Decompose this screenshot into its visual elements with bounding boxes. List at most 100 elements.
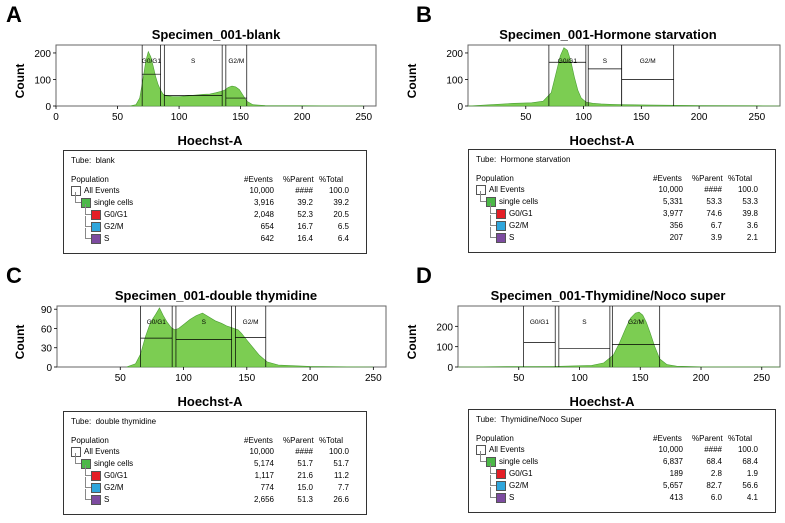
events-cell: 207 — [669, 233, 683, 242]
events-cell: 5,174 — [253, 459, 274, 468]
x-tick-label: 150 — [232, 112, 249, 123]
population-color-swatch — [496, 209, 506, 219]
gate-label: S — [582, 319, 587, 326]
statistics-table: Tube: Thymidine/Noco Super Population #Eve… — [468, 409, 776, 513]
population-name: G0/G1 — [104, 471, 128, 480]
total-percent-cell: 56.6 — [742, 481, 758, 490]
panel-c: C Specimen_001-double thymidine G0/G1 S G2… — [0, 261, 392, 522]
column-header: #Events — [653, 174, 682, 183]
events-cell: 10,000 — [249, 447, 274, 456]
x-axis-label: Hoechst-A — [177, 394, 243, 409]
total-percent-cell: 51.7 — [333, 459, 349, 468]
population-color-swatch — [476, 185, 486, 195]
x-tick-label: 150 — [632, 373, 649, 384]
events-cell: 413 — [669, 493, 683, 502]
x-tick-label: 250 — [753, 373, 770, 384]
population-name: All Events — [489, 185, 525, 194]
population-name: G2/M — [104, 483, 124, 492]
column-header: %Total — [319, 175, 344, 184]
total-percent-cell: 6.4 — [337, 234, 349, 243]
population-color-swatch — [91, 234, 101, 244]
column-header: %Parent — [283, 175, 314, 184]
tube-name: Tube: double thymidine — [71, 417, 157, 426]
events-cell: 642 — [260, 234, 274, 243]
tree-connector — [75, 453, 81, 464]
tree-connector — [85, 489, 91, 500]
population-color-swatch — [496, 469, 506, 479]
y-tick-label: 200 — [34, 49, 51, 60]
table-row: G0/G1 189 2.8 1.9 — [469, 463, 775, 480]
gate-label: S — [191, 58, 196, 65]
gate-label: G0/G1 — [142, 58, 162, 65]
x-tick-label: 50 — [115, 373, 127, 384]
y-tick-label: 30 — [41, 344, 53, 355]
histogram-area — [467, 47, 781, 107]
table-row: All Events 10,000 #### 100.0 — [64, 186, 366, 197]
population-color-swatch — [91, 471, 101, 481]
total-percent-cell: 100.0 — [737, 185, 758, 194]
column-header: %Total — [319, 436, 344, 445]
population-color-swatch — [91, 210, 101, 220]
population-color-swatch — [496, 221, 506, 231]
panel-label: C — [6, 263, 22, 288]
total-percent-cell: 2.1 — [746, 233, 758, 242]
table-row: G0/G1 3,977 74.6 39.8 — [469, 203, 775, 220]
x-tick-label: 50 — [520, 112, 532, 123]
population-color-swatch — [91, 483, 101, 493]
events-cell: 10,000 — [249, 186, 274, 195]
parent-percent-cell: 51.3 — [297, 495, 313, 504]
chart-title: Specimen_001-blank — [151, 27, 281, 42]
x-tick-label: 200 — [691, 112, 708, 123]
events-cell: 2,656 — [253, 495, 274, 504]
y-tick-label: 0 — [46, 363, 52, 374]
population-name: G0/G1 — [509, 469, 533, 478]
column-header: Population — [71, 436, 109, 445]
histogram-plot: G0/G1 S G2/M 0 100 200 50 100 150 200 250 — [446, 44, 781, 123]
parent-percent-cell: 15.0 — [297, 483, 313, 492]
parent-percent-cell: 68.4 — [706, 457, 722, 466]
total-percent-cell: 100.0 — [328, 186, 349, 195]
gate-label: G0/G1 — [530, 319, 550, 326]
parent-percent-cell: 39.2 — [297, 198, 313, 207]
tree-connector — [85, 228, 91, 239]
table-row: S 413 6.0 4.1 — [469, 487, 775, 504]
histogram-plot: G0/G1 S G2/M 0 100 200 0 50 100 150 200 250 — [34, 44, 377, 123]
population-name: G0/G1 — [104, 210, 128, 219]
table-row: single cells 6,837 68.4 68.4 — [469, 451, 775, 468]
total-percent-cell: 39.8 — [742, 209, 758, 218]
total-percent-cell: 1.9 — [746, 469, 758, 478]
table-header: Population #Events %Parent %Total — [469, 174, 775, 184]
events-cell: 6,837 — [662, 457, 683, 466]
table-row: G0/G1 2,048 52.3 20.5 — [64, 204, 366, 221]
y-tick-label: 0 — [457, 102, 463, 113]
table-header: Population #Events %Parent %Total — [64, 436, 366, 446]
parent-percent-cell: #### — [295, 186, 313, 195]
parent-percent-cell: 16.4 — [297, 234, 313, 243]
events-cell: 356 — [669, 221, 683, 230]
population-color-swatch — [496, 481, 506, 491]
x-axis-label: Hoechst-A — [569, 133, 635, 148]
parent-percent-cell: 6.7 — [710, 221, 722, 230]
population-color-swatch — [486, 197, 496, 207]
table-row: single cells 3,916 39.2 39.2 — [64, 192, 366, 209]
y-tick-label: 0 — [45, 102, 51, 113]
parent-percent-cell: #### — [295, 447, 313, 456]
y-tick-label: 100 — [436, 343, 453, 354]
y-tick-label: 200 — [436, 322, 453, 333]
panel-label: A — [6, 2, 22, 27]
population-name: S — [104, 495, 110, 504]
gate-label: G0/G1 — [558, 58, 578, 65]
x-tick-label: 250 — [365, 373, 382, 384]
gate-label: G2/M — [628, 319, 644, 326]
x-axis-label: Hoechst-A — [177, 133, 243, 148]
population-name: G2/M — [509, 221, 529, 230]
parent-percent-cell: 6.0 — [710, 493, 722, 502]
events-cell: 1,117 — [254, 471, 274, 480]
x-tick-label: 0 — [53, 112, 59, 123]
tube-name: Tube: Thymidine/Noco Super — [476, 415, 582, 424]
population-color-swatch — [476, 445, 486, 455]
chart-title: Specimen_001-double thymidine — [114, 288, 318, 303]
x-tick-label: 50 — [112, 112, 124, 123]
x-tick-label: 100 — [171, 112, 188, 123]
table-row: All Events 10,000 #### 100.0 — [469, 185, 775, 196]
